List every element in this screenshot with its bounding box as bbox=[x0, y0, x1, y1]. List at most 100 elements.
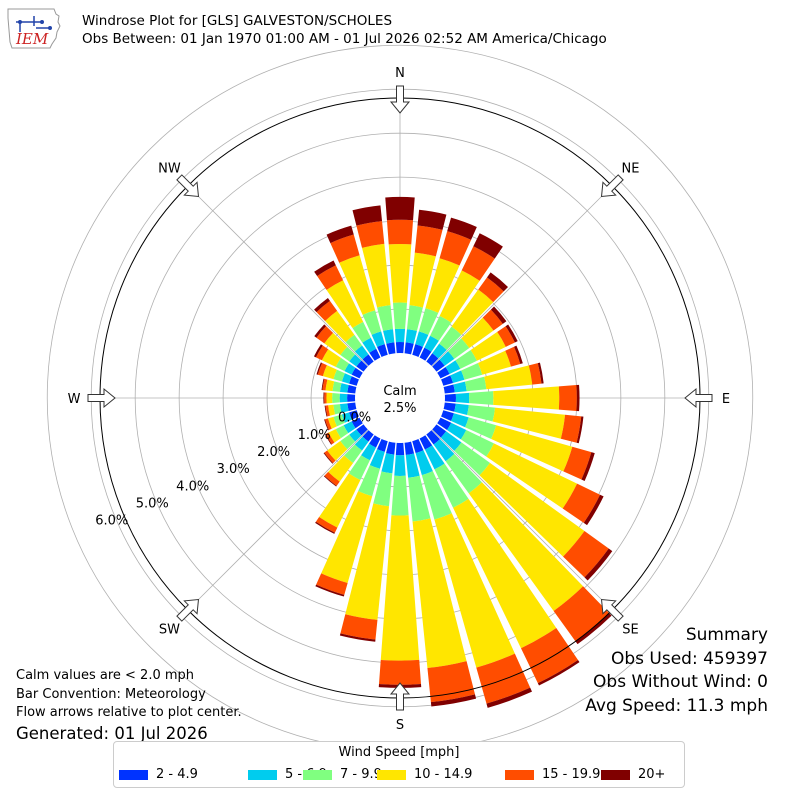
compass-label-n: N bbox=[395, 66, 405, 81]
wedge-260-bin-2 bbox=[333, 404, 342, 415]
wedge-100-bin-1 bbox=[454, 403, 469, 415]
wedge-100-bin-2 bbox=[467, 404, 496, 422]
wedge-270-bin-1 bbox=[339, 393, 348, 403]
wedge-10-bin-4 bbox=[414, 225, 443, 257]
wedge-70-bin-4 bbox=[505, 346, 521, 367]
wedge-330-bin-0 bbox=[369, 348, 381, 361]
wedge-230-bin-3 bbox=[327, 441, 348, 461]
chart-title: Windrose Plot for [GLS] GALVESTON/SCHOLE… bbox=[82, 12, 607, 48]
legend-item: 20+ bbox=[601, 767, 665, 783]
wedge-140-bin-0 bbox=[426, 430, 440, 445]
wedge-130-bin-3 bbox=[479, 462, 585, 557]
wedge-210-bin-5 bbox=[315, 521, 335, 534]
radial-tick-label: 1.0% bbox=[298, 428, 331, 443]
wedge-330-bin-3 bbox=[326, 280, 364, 329]
wedge-120-bin-4 bbox=[562, 483, 601, 523]
wedge-300-bin-3 bbox=[321, 349, 341, 367]
grid-spoke bbox=[187, 429, 369, 611]
wedge-0-bin-3 bbox=[388, 243, 412, 303]
notes-block: Calm values are < 2.0 mph Bar Convention… bbox=[16, 667, 242, 745]
wedge-90-bin-5 bbox=[576, 384, 580, 412]
wedge-230-bin-1 bbox=[349, 429, 362, 442]
wedge-350-bin-3 bbox=[361, 243, 391, 308]
wedge-330-bin-2 bbox=[352, 321, 371, 343]
wedge-80-bin-3 bbox=[484, 365, 533, 390]
flow-arrow-e-icon bbox=[684, 387, 713, 409]
wedge-130-bin-5 bbox=[584, 548, 613, 581]
obs-without-wind: Obs Without Wind: 0 bbox=[593, 672, 768, 692]
wedge-140-bin-4 bbox=[553, 586, 610, 642]
wedge-340-bin-5 bbox=[326, 225, 354, 244]
wedge-80-bin-2 bbox=[464, 376, 487, 392]
wedge-20-bin-4 bbox=[439, 231, 472, 266]
legend-label: 15 - 19.9 bbox=[542, 767, 601, 782]
wedge-110-bin-2 bbox=[465, 417, 497, 439]
wedge-290-bin-2 bbox=[333, 369, 345, 382]
wedge-30-bin-1 bbox=[424, 335, 439, 352]
wedge-200-bin-5 bbox=[315, 584, 345, 597]
wedge-240-bin-3 bbox=[328, 429, 341, 443]
wedge-240-bin-4 bbox=[325, 432, 335, 445]
avg-speed: Avg Speed: 11.3 mph bbox=[585, 695, 768, 716]
wedge-190-bin-2 bbox=[373, 471, 393, 507]
compass-label-s: S bbox=[396, 718, 404, 733]
legend-swatch bbox=[601, 769, 630, 780]
wedge-290-bin-1 bbox=[341, 373, 352, 384]
wedge-240-bin-1 bbox=[343, 421, 356, 434]
wedge-240-bin-2 bbox=[335, 425, 349, 439]
iem-logo: IEM bbox=[6, 6, 62, 50]
wedge-220-bin-4 bbox=[324, 471, 340, 486]
wedge-350-bin-1 bbox=[383, 329, 395, 344]
wedge-150-bin-3 bbox=[453, 498, 557, 649]
wedge-190-bin-0 bbox=[386, 441, 396, 455]
wedge-310-bin-2 bbox=[340, 346, 356, 362]
wedge-280-bin-1 bbox=[339, 383, 349, 393]
wedge-260-bin-1 bbox=[339, 403, 349, 413]
wedge-60-bin-1 bbox=[445, 360, 461, 375]
wedge-240-bin-5 bbox=[325, 433, 332, 445]
wedge-30-bin-3 bbox=[439, 270, 480, 323]
radial-tick-label: 6.0% bbox=[95, 514, 128, 529]
radial-tick-label: 0.0% bbox=[338, 411, 371, 426]
grid-spoke bbox=[187, 185, 369, 367]
wedge-260-bin-5 bbox=[324, 405, 328, 417]
wedge-170-bin-5 bbox=[430, 694, 477, 707]
wedge-60-bin-0 bbox=[437, 367, 450, 379]
wedge-30-bin-4 bbox=[461, 246, 495, 281]
wedge-10-bin-0 bbox=[404, 342, 414, 355]
wedge-170-bin-1 bbox=[405, 453, 420, 478]
wedge-310-bin-1 bbox=[349, 354, 362, 367]
wedge-220-bin-3 bbox=[328, 455, 354, 482]
wedge-110-bin-1 bbox=[451, 413, 469, 428]
wedge-170-bin-0 bbox=[404, 441, 415, 456]
wedge-320-bin-0 bbox=[362, 354, 374, 366]
wedge-50-bin-4 bbox=[482, 309, 503, 331]
wedge-310-bin-3 bbox=[324, 332, 348, 355]
wedge-40-bin-5 bbox=[487, 272, 509, 292]
wedge-160-bin-1 bbox=[415, 450, 433, 476]
wedge-30-bin-2 bbox=[430, 315, 452, 341]
wedge-130-bin-0 bbox=[432, 424, 447, 438]
wedge-40-bin-1 bbox=[432, 343, 447, 359]
wedge-170-bin-2 bbox=[408, 475, 431, 522]
wedge-220-bin-1 bbox=[354, 436, 369, 451]
wedge-30-bin-0 bbox=[419, 347, 432, 361]
wedge-50-bin-5 bbox=[490, 306, 507, 324]
compass-label-ne: NE bbox=[622, 161, 640, 176]
wedge-200-bin-0 bbox=[377, 439, 388, 452]
wedge-320-bin-3 bbox=[325, 310, 355, 343]
legend-label: 7 - 9.9 bbox=[340, 767, 382, 782]
flow-arrow-sw-icon bbox=[176, 598, 200, 622]
wedge-140-bin-5 bbox=[575, 613, 612, 645]
wedge-210-bin-0 bbox=[369, 435, 381, 448]
wedge-270-bin-0 bbox=[347, 394, 356, 402]
wedge-10-bin-5 bbox=[417, 209, 447, 230]
wedge-350-bin-2 bbox=[377, 305, 394, 331]
wedge-340-bin-4 bbox=[330, 234, 360, 263]
wedge-160-bin-2 bbox=[421, 471, 452, 520]
wedge-190-bin-3 bbox=[345, 503, 390, 620]
wedge-340-bin-2 bbox=[362, 310, 382, 335]
title-line-1: Windrose Plot for [GLS] GALVESTON/SCHOLE… bbox=[82, 13, 393, 29]
wedge-30-bin-5 bbox=[473, 233, 503, 259]
legend-label: 10 - 14.9 bbox=[414, 767, 473, 782]
